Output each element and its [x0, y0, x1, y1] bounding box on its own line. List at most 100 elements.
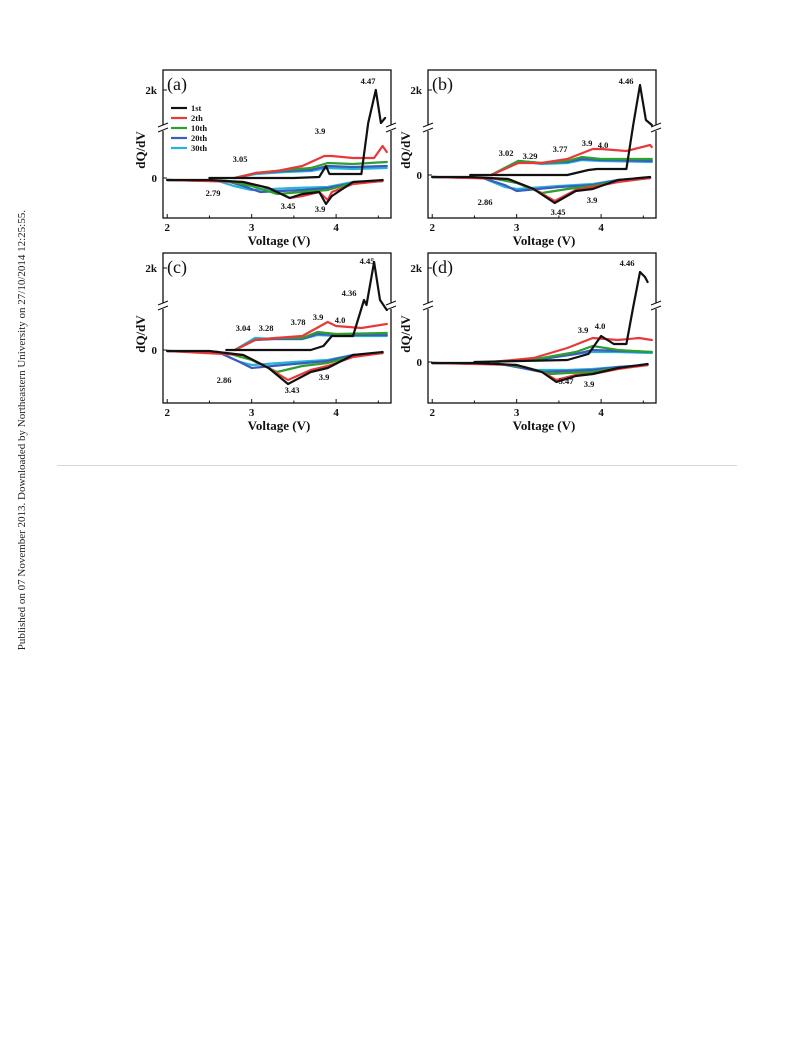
curve-charge-1st: [469, 83, 653, 177]
peak-annotation: 3.9: [582, 138, 593, 148]
peak-annotation: 3.47: [559, 376, 575, 386]
y-axis-label: dQ/dV: [133, 315, 148, 353]
axis-break-gap: [425, 303, 431, 309]
peak-annotation: 3.28: [259, 323, 274, 333]
axis-break-mark: [157, 122, 169, 128]
legend-label-1st: 1st: [191, 103, 202, 113]
x-tick-label: 4: [333, 222, 339, 234]
plot-frame: [427, 69, 657, 219]
axis-break-mark: [650, 305, 662, 311]
curve-discharge-1st: [166, 178, 384, 206]
axis-break-mark: [422, 305, 434, 311]
y-tick-label: 2k: [145, 85, 158, 97]
curve-charge-1st: [225, 260, 388, 352]
peak-annotation: 3.9: [313, 312, 324, 322]
x-tick-label: 3: [249, 407, 255, 419]
peak-annotation: 4.47: [361, 76, 377, 86]
peak-annotation: 2.86: [217, 375, 232, 385]
peak-annotation: 4.0: [335, 315, 346, 325]
curve-charge-2th: [233, 320, 388, 352]
panel-label: (a): [167, 74, 187, 95]
peak-annotation: 3.9: [584, 379, 595, 389]
axis-break-mark: [422, 122, 434, 128]
x-tick-label: 4: [598, 222, 604, 234]
x-tick-label: 4: [598, 407, 604, 419]
chart-panel: 2 3 4 0 2k Voltage (V) dQ/dV (d) 4.46 3.9 4.0 3.47 3…: [398, 252, 662, 433]
x-tick-label: 2: [164, 407, 170, 419]
x-tick-label: 2: [164, 222, 170, 234]
y-axis-label: dQ/dV: [398, 315, 413, 353]
peak-annotation: 4.0: [598, 140, 609, 150]
plot-frame: [427, 252, 657, 404]
axis-break-mark: [650, 122, 662, 128]
axis-break-mark: [650, 127, 662, 133]
axis-break-mark: [157, 305, 169, 311]
curve-charge-2th: [233, 144, 388, 180]
axis-break-mark: [650, 300, 662, 306]
x-axis-label: Voltage (V): [513, 418, 576, 433]
chart-panel: 2 3 4 0 2k Voltage (V) dQ/dV (c) 4.45 4.36 3.04 3.2…: [133, 252, 397, 433]
peak-annotation: 3.02: [499, 148, 514, 158]
peak-annotation: 3.9: [315, 204, 326, 214]
axis-break-gap: [653, 125, 659, 131]
x-tick-label: 2: [429, 407, 435, 419]
peak-annotation: 3.9: [578, 325, 589, 335]
curve-discharge-1st: [431, 361, 649, 384]
peak-annotation: 3.9: [319, 372, 330, 382]
curve-charge-2th: [490, 143, 653, 177]
peak-annotation: 3.05: [233, 154, 248, 164]
axis-break-gap: [388, 125, 394, 131]
y-tick-label: 0: [417, 357, 423, 369]
axis-break-mark: [422, 127, 434, 133]
legend-label-2th: 2th: [191, 113, 203, 123]
peak-annotation: 4.0: [595, 321, 606, 331]
peak-annotation: 3.9: [315, 126, 326, 136]
legend-label-10th: 10th: [191, 123, 207, 133]
axis-break-gap: [388, 303, 394, 309]
panel-label: (b): [432, 74, 453, 95]
axis-break-gap: [160, 303, 166, 309]
x-tick-label: 3: [514, 407, 520, 419]
peak-annotation: 3.45: [281, 201, 296, 211]
curve-discharge-1st: [431, 175, 652, 205]
legend-label-20th: 20th: [191, 133, 207, 143]
y-tick-label: 2k: [410, 85, 423, 97]
y-tick-label: 0: [152, 173, 158, 185]
curve-charge-1st: [473, 270, 649, 364]
legend-label-30th: 30th: [191, 143, 207, 153]
panel-label: (c): [167, 257, 187, 278]
peak-annotation: 2.79: [206, 188, 221, 198]
plot-frame: [162, 69, 392, 219]
curve-charge-10th: [490, 155, 653, 177]
page-divider: [57, 465, 737, 466]
peak-annotation: 4.46: [619, 76, 634, 86]
peak-annotation: 3.43: [285, 385, 300, 395]
curve-charge-1st: [208, 88, 387, 180]
axis-break-mark: [157, 300, 169, 306]
panel-label: (d): [432, 257, 453, 278]
peak-annotation: 3.45: [551, 207, 566, 217]
axis-break-mark: [385, 127, 397, 133]
curve-charge-2th: [490, 336, 653, 364]
curve-discharge-10th: [166, 349, 384, 374]
x-axis-label: Voltage (V): [248, 418, 311, 433]
axis-break-mark: [422, 300, 434, 306]
axis-break-mark: [157, 127, 169, 133]
peak-annotation: 4.36: [342, 288, 357, 298]
curve-discharge-1st: [166, 349, 384, 386]
axis-break-gap: [425, 125, 431, 131]
peak-annotation: 4.45: [360, 256, 375, 266]
y-tick-label: 0: [417, 170, 423, 182]
peak-annotation: 4.46: [620, 258, 635, 268]
peak-annotation: 3.9: [587, 195, 598, 205]
peak-annotation: 3.77: [553, 144, 569, 154]
peak-annotation: 3.29: [523, 151, 538, 161]
x-tick-label: 4: [333, 407, 339, 419]
x-tick-label: 3: [514, 222, 520, 234]
y-tick-label: 2k: [145, 263, 158, 275]
chart-panel: 2 3 4 0 2k Voltage (V) dQ/dV (b) 4.46 3.02 3.29 3.7…: [398, 69, 662, 248]
y-tick-label: 2k: [410, 263, 423, 275]
x-tick-label: 3: [249, 222, 255, 234]
